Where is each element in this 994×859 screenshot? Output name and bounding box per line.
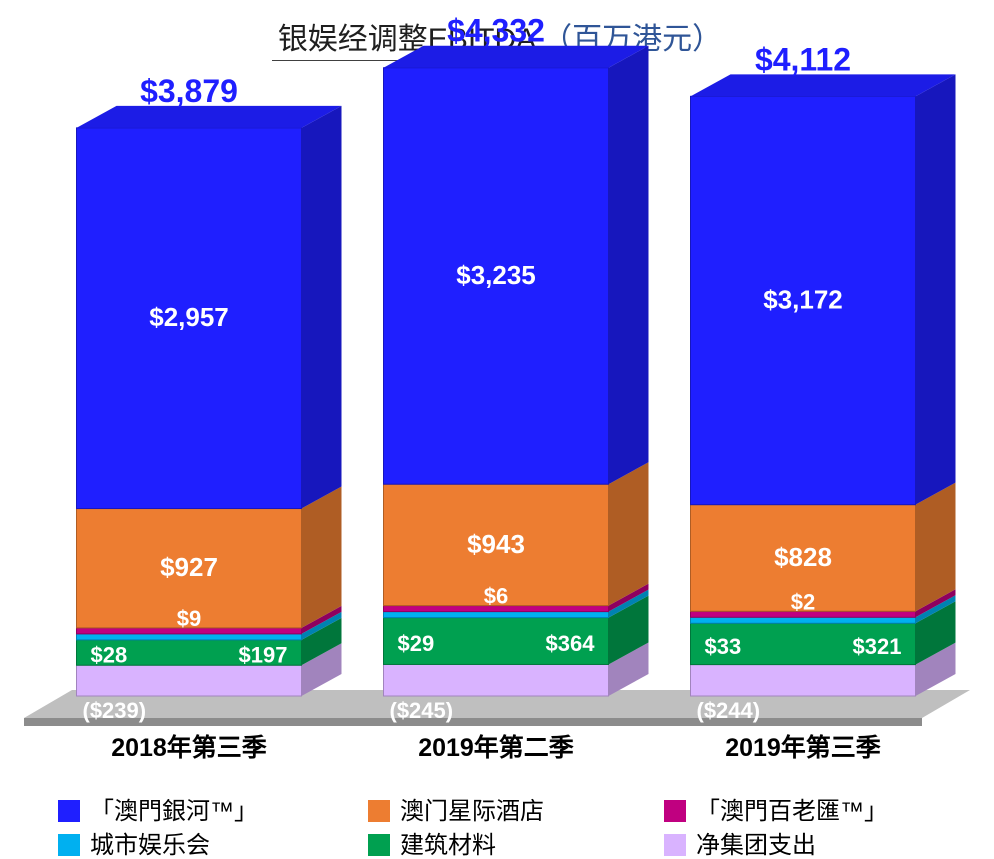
floor-edge	[24, 718, 922, 726]
value-label: $828	[774, 542, 832, 572]
category-label: 2019年第三季	[725, 733, 881, 762]
bar-side	[609, 46, 649, 484]
value-label: $28	[91, 643, 128, 668]
value-label: $927	[160, 552, 218, 582]
total-label: $4,332	[447, 13, 545, 49]
value-label: $9	[177, 606, 201, 631]
value-label: ($239)	[83, 698, 147, 723]
legend-swatch	[368, 800, 390, 822]
legend-label: 建筑材料	[400, 832, 496, 859]
total-label: $4,112	[755, 41, 851, 77]
value-label: $321	[853, 634, 902, 659]
ebitda-chart: ($239) $28 $197 $9 $927 $2,957 $3,879 2018年第三季 (…	[0, 0, 994, 859]
value-label: $364	[546, 631, 596, 656]
value-label: $943	[467, 529, 525, 559]
bar-side	[302, 487, 342, 628]
bar-top	[691, 74, 956, 96]
bar-side	[916, 74, 956, 504]
bar-segment	[77, 665, 302, 696]
value-label: $29	[398, 631, 435, 656]
bar-segment	[384, 612, 609, 618]
value-label: $197	[239, 643, 288, 668]
bar-side	[609, 462, 649, 605]
legend-label: 城市娱乐会	[90, 832, 210, 859]
bar-top	[77, 106, 342, 128]
total-label: $3,879	[140, 73, 238, 109]
value-label: $2	[791, 589, 815, 614]
bar-side	[916, 483, 956, 612]
legend-label: 澳门星际酒店	[400, 798, 544, 825]
legend-swatch	[368, 834, 390, 856]
legend-swatch	[664, 834, 686, 856]
bar-segment	[384, 664, 609, 696]
legend-label: 「澳門百老匯™」	[696, 798, 888, 825]
bar-side	[302, 106, 342, 509]
value-label: $33	[705, 634, 742, 659]
category-label: 2019年第二季	[418, 733, 574, 762]
bar-segment	[77, 634, 302, 640]
value-label: $2,957	[149, 302, 229, 332]
category-label: 2018年第三季	[111, 733, 267, 762]
bar-segment	[691, 617, 916, 623]
value-label: $6	[484, 584, 508, 609]
legend-label: 「澳門銀河™」	[90, 798, 258, 825]
bar-top	[384, 46, 649, 68]
legend-label: 净集团支出	[696, 832, 816, 859]
value-label: $3,172	[763, 284, 843, 314]
legend-swatch	[58, 800, 80, 822]
value-label: ($244)	[697, 698, 761, 723]
legend-swatch	[58, 834, 80, 856]
value-label: ($245)	[390, 698, 454, 723]
legend-swatch	[664, 800, 686, 822]
bar-segment	[691, 665, 916, 696]
value-label: $3,235	[456, 260, 536, 290]
